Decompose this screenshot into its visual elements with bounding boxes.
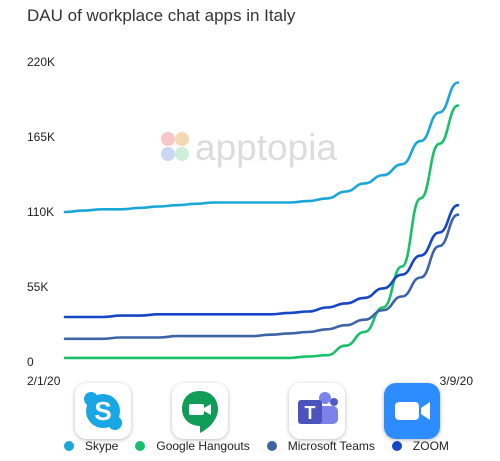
legend-swatch-google-hangouts [135,441,146,451]
svg-text:S: S [94,396,111,426]
google-hangouts-app-icon [172,383,228,439]
legend-item-microsoft-teams[interactable]: Microsoft Teams [266,439,375,453]
series-lines [63,81,460,360]
legend-swatch-microsoft-teams [266,441,277,451]
zoom-app-icon [384,383,440,439]
y-tick-label: 165K [27,130,55,144]
series-line-zoom [63,203,460,319]
x-tick-label-end: 3/9/20 [440,374,474,388]
legend-swatch-skype [64,441,74,451]
legend-label-google-hangouts: Google Hangouts [156,439,250,453]
chart-title: DAU of workplace chat apps in Italy [27,6,296,25]
watermark: apptopia [161,127,337,168]
series-line-google-hangouts [63,104,460,360]
y-tick-label: 110K [27,205,54,219]
legend-label-zoom: ZOOM [412,439,449,453]
legend-item-zoom[interactable]: ZOOM [391,439,449,453]
svg-text:T: T [305,403,316,423]
x-tick-label-start: 2/1/20 [27,374,61,388]
microsoft-teams-app-icon: T [289,383,345,439]
legend: Skype Google Hangouts Microsoft Teams ZO… [64,439,466,453]
series-line-skype [63,81,460,214]
legend-swatch-zoom [391,441,402,451]
x-axis-ticks: 2/1/20 3/9/20 [27,374,473,388]
series-line-microsoft-teams [63,213,460,341]
y-tick-label: 220K [27,55,55,69]
legend-label-microsoft-teams: Microsoft Teams [287,439,375,453]
skype-app-icon: S [75,383,131,439]
y-tick-label: 55K [27,280,48,294]
legend-label-skype: Skype [85,439,119,453]
legend-item-skype[interactable]: Skype [64,439,118,453]
y-tick-label: 0 [27,355,34,369]
legend-item-google-hangouts[interactable]: Google Hangouts [135,439,250,453]
y-axis-ticks: 0 55K 110K 165K 220K [27,55,55,369]
apptopia-logo-icon [161,132,189,161]
watermark-text: apptopia [195,127,337,168]
